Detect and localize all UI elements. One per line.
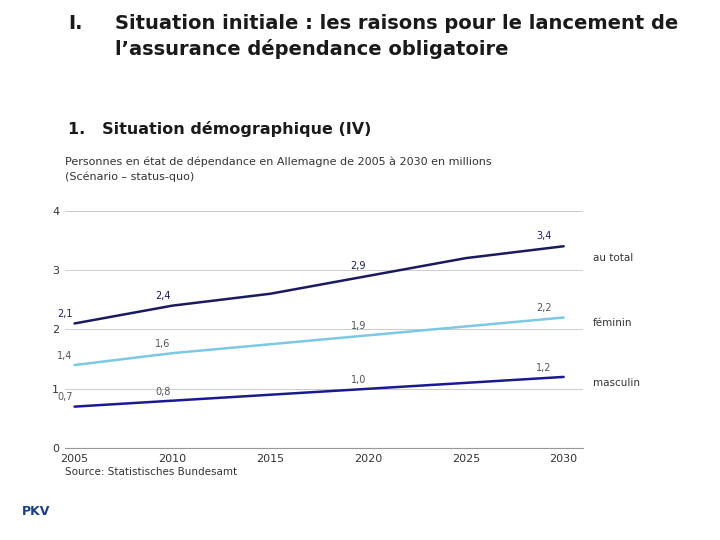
Text: 1,0: 1,0 — [351, 375, 366, 384]
Text: 2,1: 2,1 — [57, 309, 73, 319]
Text: 2,4: 2,4 — [155, 291, 171, 301]
Text: 6 de 23: 6 de 23 — [644, 510, 691, 524]
Text: 1.   Situation démographique (IV): 1. Situation démographique (IV) — [68, 121, 372, 137]
Text: 0,8: 0,8 — [155, 387, 171, 396]
Text: Paris, 21 avril 2011: Paris, 21 avril 2011 — [416, 510, 536, 524]
Text: 3,4: 3,4 — [536, 232, 552, 241]
Text: au total: au total — [593, 253, 633, 263]
Text: Personnes en état de dépendance en Allemagne de 2005 à 2030 en millions
(Scénari: Personnes en état de dépendance en Allem… — [65, 157, 492, 182]
Text: 1,4: 1,4 — [57, 351, 73, 361]
Text: 2,9: 2,9 — [351, 261, 366, 271]
Text: Situation initiale : les raisons pour le lancement de
l’assurance dépendance obl: Situation initiale : les raisons pour le… — [115, 14, 678, 59]
Text: Source: Statistisches Bundesamt: Source: Statistisches Bundesamt — [65, 467, 237, 477]
Text: 1,9: 1,9 — [351, 321, 366, 331]
Text: 0,7: 0,7 — [57, 393, 73, 402]
Text: masculin: masculin — [593, 378, 640, 388]
Text: féminin: féminin — [593, 319, 632, 328]
Text: 1,6: 1,6 — [155, 339, 171, 349]
Text: PKV: PKV — [22, 505, 50, 518]
Text: 2,2: 2,2 — [536, 303, 552, 313]
Text: I.: I. — [68, 14, 83, 33]
Text: 1,2: 1,2 — [536, 363, 552, 373]
